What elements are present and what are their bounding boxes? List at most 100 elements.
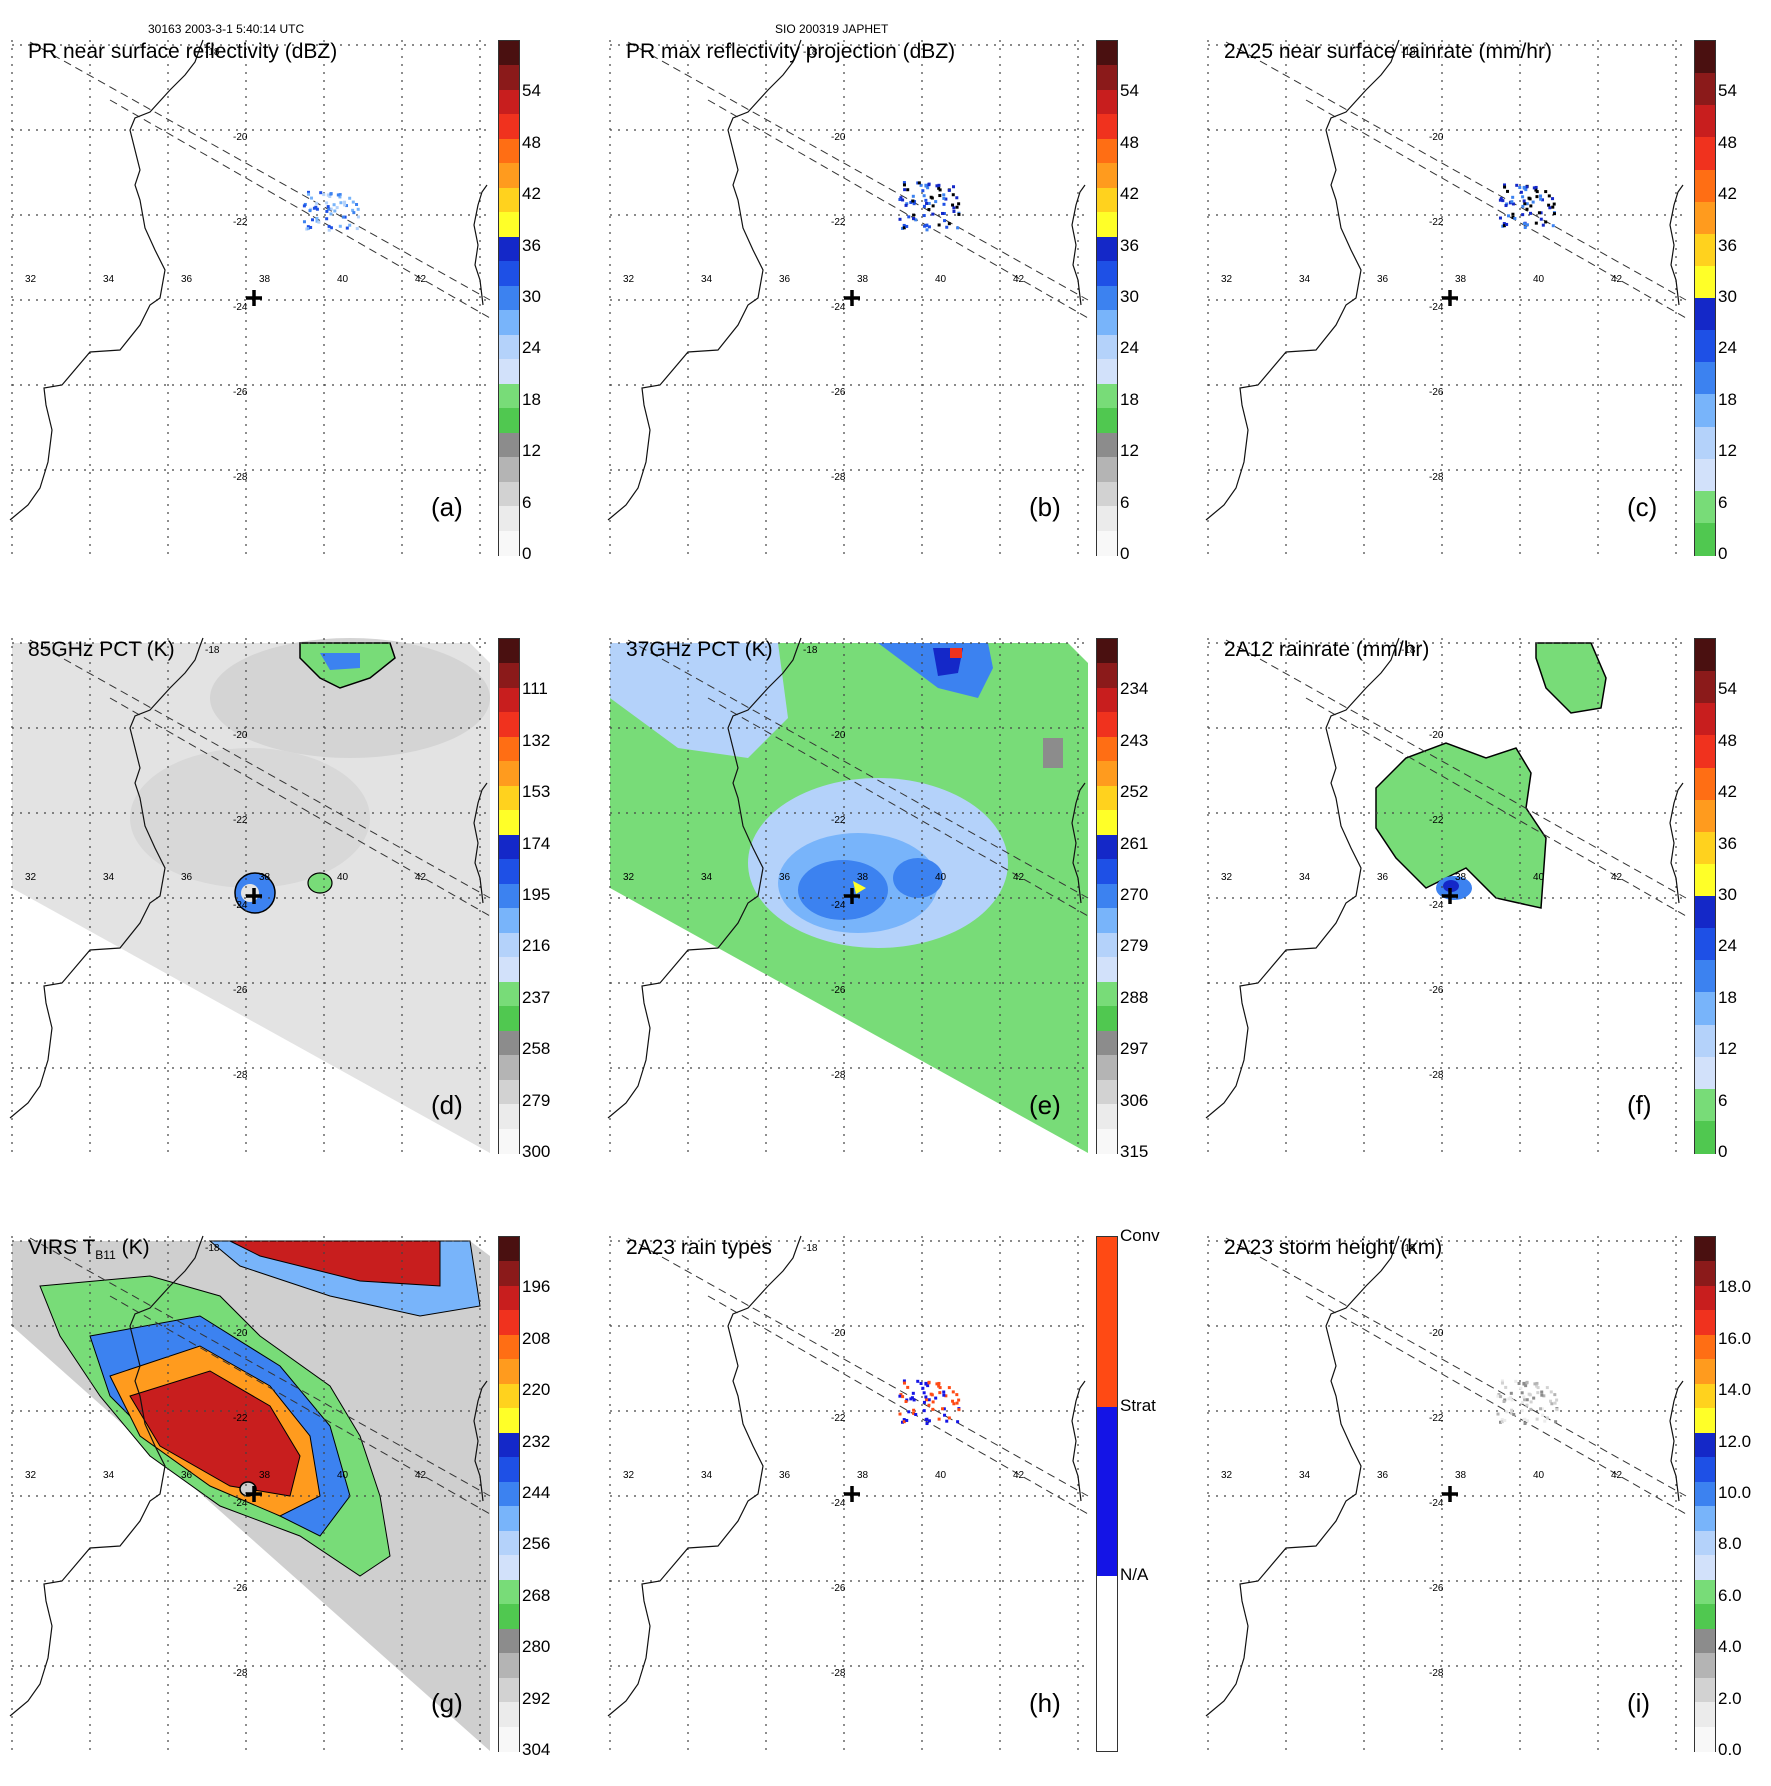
colorbar-segment bbox=[1695, 41, 1715, 75]
colorbar-segment bbox=[1695, 1088, 1715, 1122]
colorbar-tick: 220 bbox=[522, 1380, 551, 1400]
colorbar-tick: 12.0 bbox=[1718, 1431, 1752, 1451]
echo-pixel bbox=[319, 191, 323, 195]
echo-pixel bbox=[927, 201, 931, 205]
rain-pixel bbox=[1518, 185, 1522, 189]
lat-label: -28 bbox=[1429, 1070, 1444, 1081]
echo-pixel bbox=[343, 215, 347, 219]
colorbar-tick: 48 bbox=[1718, 132, 1737, 152]
height-pixel bbox=[1503, 1418, 1507, 1422]
colorbar-tick: 0 bbox=[1718, 544, 1728, 563]
coastline bbox=[1071, 782, 1086, 904]
lat-label: -20 bbox=[1429, 730, 1444, 741]
height-pixel bbox=[1536, 1391, 1540, 1395]
colorbar-segment bbox=[1695, 1653, 1715, 1679]
land-pixel bbox=[1043, 738, 1063, 768]
colorbar bbox=[1694, 638, 1716, 1155]
echo-pixel bbox=[901, 226, 905, 230]
colorbar-segment bbox=[499, 212, 519, 238]
colorbar-tick: 30 bbox=[522, 287, 541, 306]
colorbar-segment bbox=[499, 1128, 519, 1155]
colorbar-tick: 315 bbox=[1120, 1142, 1149, 1161]
height-pixel bbox=[1555, 1408, 1559, 1412]
colorbar-segment bbox=[499, 687, 519, 714]
colorbar-segment bbox=[1695, 265, 1715, 300]
echo-pixel bbox=[315, 207, 319, 211]
lon-label: 32 bbox=[623, 872, 635, 883]
eyewall-max bbox=[853, 881, 866, 894]
map-c: 32 34 36 38 40 42 -18 -20 -22 -24 -26 -28 bbox=[1205, 39, 1687, 555]
colorbar bbox=[498, 40, 520, 557]
colorbar-segment bbox=[1695, 928, 1715, 962]
colorbar-tick: 30 bbox=[1120, 287, 1139, 306]
echo-pixel bbox=[922, 204, 926, 208]
lon-label: 32 bbox=[1221, 1470, 1233, 1481]
echo-pixel bbox=[355, 202, 359, 206]
storm-center-cross bbox=[1442, 290, 1458, 306]
rain-pixel bbox=[1532, 186, 1536, 190]
echo-pixel bbox=[956, 226, 960, 230]
panel-a: 32 34 36 38 40 42 -18 -20 -22 -24 -26 -28 PR near s… bbox=[0, 0, 590, 590]
colorbar-tick: 306 bbox=[1120, 1090, 1149, 1110]
colorbar-tick: 12 bbox=[1718, 441, 1737, 461]
lon-label: 40 bbox=[1533, 872, 1545, 883]
colorbar-segment bbox=[1695, 105, 1715, 139]
echo-pixel bbox=[326, 205, 330, 209]
colorbar-segment bbox=[499, 663, 519, 689]
echo-pixel bbox=[325, 209, 329, 213]
lon-label: 34 bbox=[1299, 274, 1311, 285]
echo-pixel bbox=[327, 228, 331, 232]
lat-label: -26 bbox=[831, 1583, 846, 1594]
rain-type-pixel bbox=[941, 1407, 945, 1411]
panel-g: 32 34 36 38 40 42 -18 -20 -22 -24 -26 -28 VIRS TB11… bbox=[0, 1196, 590, 1786]
height-pixel bbox=[1514, 1379, 1518, 1383]
colorbar-segment bbox=[1097, 1104, 1117, 1130]
lon-label: 34 bbox=[1299, 872, 1311, 883]
colorbar-tick: 36 bbox=[1718, 235, 1737, 255]
rain-pixel bbox=[1548, 206, 1552, 210]
colorbar bbox=[1694, 1236, 1716, 1753]
colorbar-tick: 42 bbox=[522, 184, 541, 204]
colorbar-segment bbox=[1695, 831, 1715, 865]
colorbar-segment bbox=[1097, 138, 1117, 165]
panel-label: (d) bbox=[431, 1090, 463, 1120]
colorbar-tick: 304 bbox=[522, 1740, 551, 1759]
lat-label: -22 bbox=[233, 1413, 248, 1424]
colorbar-segment bbox=[1695, 1359, 1715, 1385]
echo-pixel bbox=[909, 200, 913, 204]
colorbar-segment bbox=[1097, 932, 1117, 959]
map-a: 32 34 36 38 40 42 -18 -20 -22 -24 -26 -28 bbox=[9, 39, 491, 555]
lon-label: 42 bbox=[415, 872, 427, 883]
pr-swath-edge bbox=[707, 697, 1089, 917]
echo-pixel bbox=[944, 197, 948, 201]
rain-type-pixel bbox=[927, 1403, 931, 1407]
height-pixel bbox=[1540, 1393, 1544, 1397]
colorbar-segment bbox=[1695, 1056, 1715, 1090]
lon-label: 34 bbox=[103, 872, 115, 883]
colorbar-segment bbox=[499, 1653, 519, 1679]
colorbar-segment bbox=[1695, 992, 1715, 1026]
height-pixel bbox=[1550, 1402, 1554, 1406]
height-pixel bbox=[1499, 1395, 1503, 1399]
colorbar-segment bbox=[1695, 233, 1715, 267]
colorbar-tick: 54 bbox=[522, 81, 541, 101]
colorbar-tick: 6 bbox=[1718, 1090, 1728, 1110]
rain-pixel bbox=[1541, 223, 1545, 227]
map-i: 32 34 36 38 40 42 -18 -20 -22 -24 -26 -28 bbox=[1205, 1235, 1687, 1751]
colorbar-segment bbox=[1695, 1383, 1715, 1410]
lon-label: 36 bbox=[779, 274, 791, 285]
echo-pixel bbox=[902, 183, 906, 187]
height-pixel bbox=[1507, 1397, 1511, 1401]
pr-swath-edge bbox=[29, 1237, 491, 1497]
echo-pixel bbox=[317, 220, 321, 224]
colorbar-tick: 196 bbox=[522, 1277, 551, 1297]
lat-label: -20 bbox=[1429, 132, 1444, 143]
rain-pixel bbox=[1513, 216, 1517, 220]
echo-pixel bbox=[924, 224, 928, 228]
echo-pixel bbox=[942, 202, 946, 206]
lat-label: -24 bbox=[831, 1498, 846, 1509]
header-left: 30163 2003-3-1 5:40:14 UTC bbox=[148, 22, 305, 36]
rain-type-pixel bbox=[905, 1418, 909, 1422]
height-pixel bbox=[1519, 1386, 1523, 1390]
lat-label: -22 bbox=[1429, 815, 1444, 826]
